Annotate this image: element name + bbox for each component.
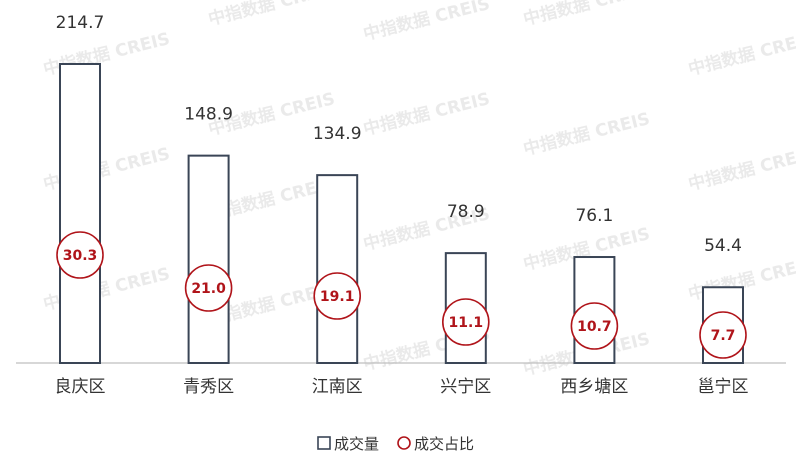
bar (316, 174, 359, 364)
category-label: 邕宁区 (698, 377, 749, 397)
category-label: 良庆区 (55, 377, 106, 397)
bar (187, 154, 230, 364)
legend-circle-icon (397, 436, 411, 450)
share-value-label: 7.7 (711, 328, 736, 344)
watermark-text: 中指数据 CREIS (521, 108, 652, 160)
bars-layer (59, 63, 744, 364)
watermark-text: 中指数据 CREIS (521, 0, 652, 30)
watermark-layer: 中指数据 CREIS 中指数据 CREIS 中指数据 CREIS 中指数据 CREIS… (41, 0, 796, 380)
legend-square-icon (317, 436, 331, 450)
bar-value-label: 214.7 (56, 13, 105, 33)
bar-value-label: 76.1 (575, 206, 613, 226)
share-value-label: 30.3 (63, 248, 98, 264)
share-value-label: 11.1 (449, 315, 484, 331)
legend-label-volume: 成交量 (334, 435, 379, 453)
bar-value-label: 134.9 (313, 124, 362, 144)
share-value-label: 21.0 (191, 281, 226, 297)
share-marker (699, 311, 747, 359)
category-label: 江南区 (312, 377, 363, 397)
bar-value-label: 54.4 (704, 236, 742, 256)
legend: 成交量 成交占比 (317, 435, 474, 453)
category-label: 兴宁区 (440, 377, 491, 397)
category-labels-layer: 良庆区 青秀区 江南区 兴宁区 西乡塘区 邕宁区 (55, 377, 749, 397)
bar-value-label: 78.9 (447, 202, 485, 222)
share-marker (313, 272, 362, 320)
bar (59, 63, 101, 364)
share-value-label: 10.7 (577, 319, 612, 335)
watermark-text: 中指数据 CREIS (686, 143, 796, 195)
bar-value-label: 148.9 (184, 105, 233, 125)
watermark-text: 中指数据 CREIS (361, 0, 492, 45)
watermark-text: 中指数据 CREIS (361, 88, 492, 140)
watermark-text: 中指数据 CREIS (686, 28, 796, 80)
value-labels-layer: 214.7 148.9 134.9 78.9 76.1 54.4 (56, 13, 742, 256)
share-marker (184, 264, 233, 312)
category-label: 西乡塘区 (560, 377, 628, 397)
share-marker (56, 231, 104, 279)
share-markers-layer: 30.3 21.0 19.1 11.1 10.7 7.7 (56, 231, 747, 359)
share-value-label: 19.1 (320, 289, 355, 305)
category-label: 青秀区 (183, 377, 234, 397)
share-marker (441, 298, 490, 346)
watermark-text: 中指数据 CREIS (206, 0, 337, 30)
share-marker (570, 302, 619, 350)
legend-label-share: 成交占比 (414, 435, 474, 453)
